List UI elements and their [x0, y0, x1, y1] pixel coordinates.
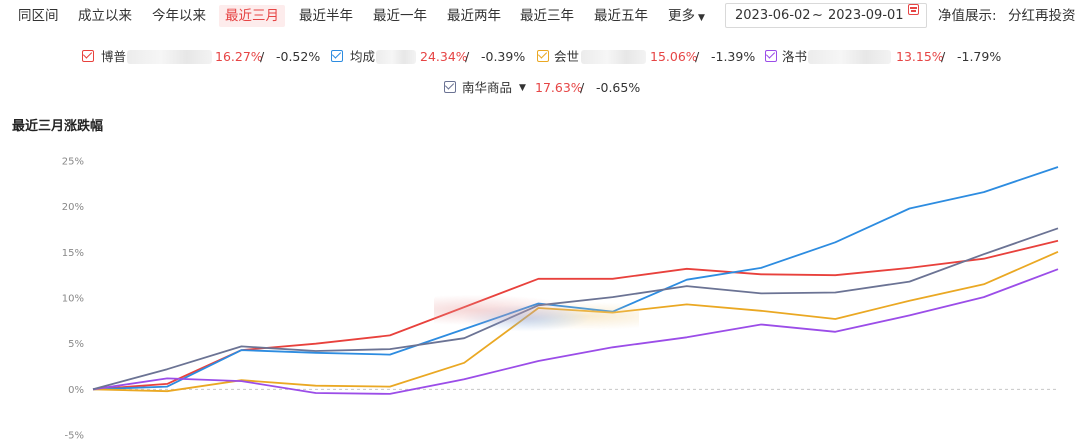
checkbox-checked-icon[interactable] — [444, 81, 456, 93]
y-tick-label: -5% — [65, 431, 84, 439]
y-tick-label: 15% — [62, 248, 84, 259]
series-lines — [92, 166, 1059, 395]
series-line-均成[interactable] — [92, 166, 1059, 391]
legend-change: -0.65% — [596, 80, 641, 95]
legend-return: 17.63% — [535, 80, 583, 95]
date-end: 2023-09-01 — [828, 8, 904, 23]
date-range-picker[interactable]: 2023-06-02 ~ 2023-09-01 — [725, 3, 927, 28]
blurred-name-mask — [581, 50, 646, 64]
blurred-name-mask — [127, 50, 212, 64]
calendar-icon[interactable] — [908, 4, 919, 15]
legend-separator: / — [260, 49, 265, 64]
legend-name: 博普 — [101, 49, 127, 64]
more-dropdown[interactable]: 更多 ▼ — [662, 5, 711, 27]
nav-display-select[interactable]: 分红再投资 — [1008, 8, 1076, 24]
y-tick-label: 25% — [62, 157, 84, 168]
range-tab-6m[interactable]: 最近半年 — [299, 8, 353, 24]
legend-name: 会世 — [554, 49, 580, 64]
series-line-博普[interactable] — [92, 239, 1059, 391]
range-tab-1y[interactable]: 最近一年 — [373, 8, 427, 24]
checkbox-checked-icon[interactable] — [765, 50, 777, 62]
checkbox-checked-icon[interactable] — [82, 50, 94, 62]
legend-change: -0.52% — [276, 49, 321, 64]
range-tab-same-period[interactable]: 同区间 — [18, 8, 59, 24]
legend-change: -1.39% — [711, 49, 756, 64]
more-label: 更多 — [668, 8, 695, 24]
range-tab-3y[interactable]: 最近三年 — [520, 8, 574, 24]
legend-separator: / — [580, 80, 585, 95]
legend-item-nanhua[interactable]: 南华商品 ▼ 17.63% / -0.65% — [444, 78, 644, 98]
checkbox-checked-icon[interactable] — [537, 50, 549, 62]
series-line-会世[interactable] — [92, 250, 1059, 393]
legend-name: 洛书 — [782, 49, 808, 64]
y-tick-label: 20% — [62, 202, 84, 213]
legend-name: 均成 — [350, 49, 376, 64]
y-tick-label: 0% — [68, 385, 84, 396]
legend-return: 13.15% — [896, 49, 944, 64]
blurred-name-mask — [376, 50, 416, 64]
range-tab-5y[interactable]: 最近五年 — [594, 8, 648, 24]
range-tab-3m[interactable]: 最近三月 — [219, 5, 285, 27]
series-line-南华商品[interactable] — [92, 227, 1059, 391]
legend-separator: / — [465, 49, 470, 64]
legend-return: 16.27% — [215, 49, 263, 64]
legend-separator: / — [695, 49, 700, 64]
nav-display-label: 净值展示: — [938, 8, 997, 24]
range-tab-since-inception[interactable]: 成立以来 — [78, 8, 132, 24]
legend-item-luoshu[interactable]: 洛书 13.15% / -1.79% — [765, 47, 1005, 67]
caret-down-icon[interactable]: ▼ — [519, 83, 526, 93]
legend-change: -0.39% — [481, 49, 526, 64]
chart-title: 最近三月涨跌幅 — [12, 119, 104, 134]
range-tab-2y[interactable]: 最近两年 — [447, 8, 501, 24]
legend-separator: / — [941, 49, 946, 64]
date-separator: ~ — [812, 8, 823, 23]
legend-item-bopu[interactable]: 博普 16.27% / -0.52% — [82, 47, 322, 67]
legend-change: -1.79% — [957, 49, 1002, 64]
legend-name: 南华商品 — [462, 80, 513, 95]
y-axis: 25% 20% 15% 10% 5% 0% -5% — [62, 157, 84, 439]
legend-item-juncheng[interactable]: 均成 24.34% / -0.39% — [331, 47, 531, 67]
range-toolbar: 同区间 成立以来 今年以来 最近三月 最近半年 最近一年 最近两年 最近三年 最… — [0, 0, 1080, 32]
blurred-name-mask — [808, 50, 891, 64]
caret-down-icon: ▼ — [698, 13, 705, 23]
date-start: 2023-06-02 — [735, 8, 811, 23]
legend-return: 15.06% — [650, 49, 698, 64]
y-tick-label: 5% — [68, 339, 84, 350]
legend-return: 24.34% — [420, 49, 468, 64]
series-line-洛书[interactable] — [92, 268, 1059, 395]
legend-item-huishi[interactable]: 会世 15.06% / -1.39% — [537, 47, 756, 67]
y-tick-label: 10% — [62, 294, 84, 305]
checkbox-checked-icon[interactable] — [331, 50, 343, 62]
range-tab-ytd[interactable]: 今年以来 — [152, 8, 206, 24]
watermark-logo — [434, 294, 639, 334]
